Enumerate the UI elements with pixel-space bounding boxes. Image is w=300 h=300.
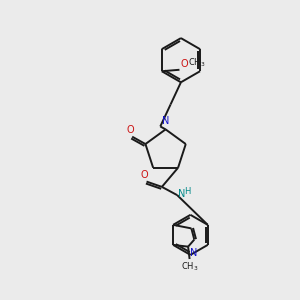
Text: H: H [184,187,190,196]
Text: CH$_3$: CH$_3$ [182,261,199,273]
Text: CH$_3$: CH$_3$ [188,56,206,69]
Text: O: O [126,125,134,136]
Text: N: N [178,189,185,199]
Text: N: N [190,248,197,258]
Text: O: O [180,59,188,69]
Text: O: O [140,170,148,180]
Text: N: N [162,116,169,126]
